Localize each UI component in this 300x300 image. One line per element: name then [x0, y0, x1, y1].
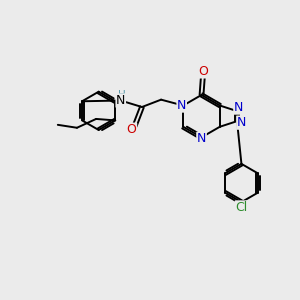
Text: O: O: [127, 123, 136, 136]
Text: N: N: [197, 132, 206, 145]
Text: H: H: [118, 90, 126, 100]
Text: N: N: [237, 116, 246, 129]
Text: N: N: [234, 101, 243, 114]
Text: O: O: [198, 65, 208, 78]
Text: N: N: [177, 99, 186, 112]
Text: Cl: Cl: [235, 201, 248, 214]
Text: N: N: [116, 94, 125, 107]
